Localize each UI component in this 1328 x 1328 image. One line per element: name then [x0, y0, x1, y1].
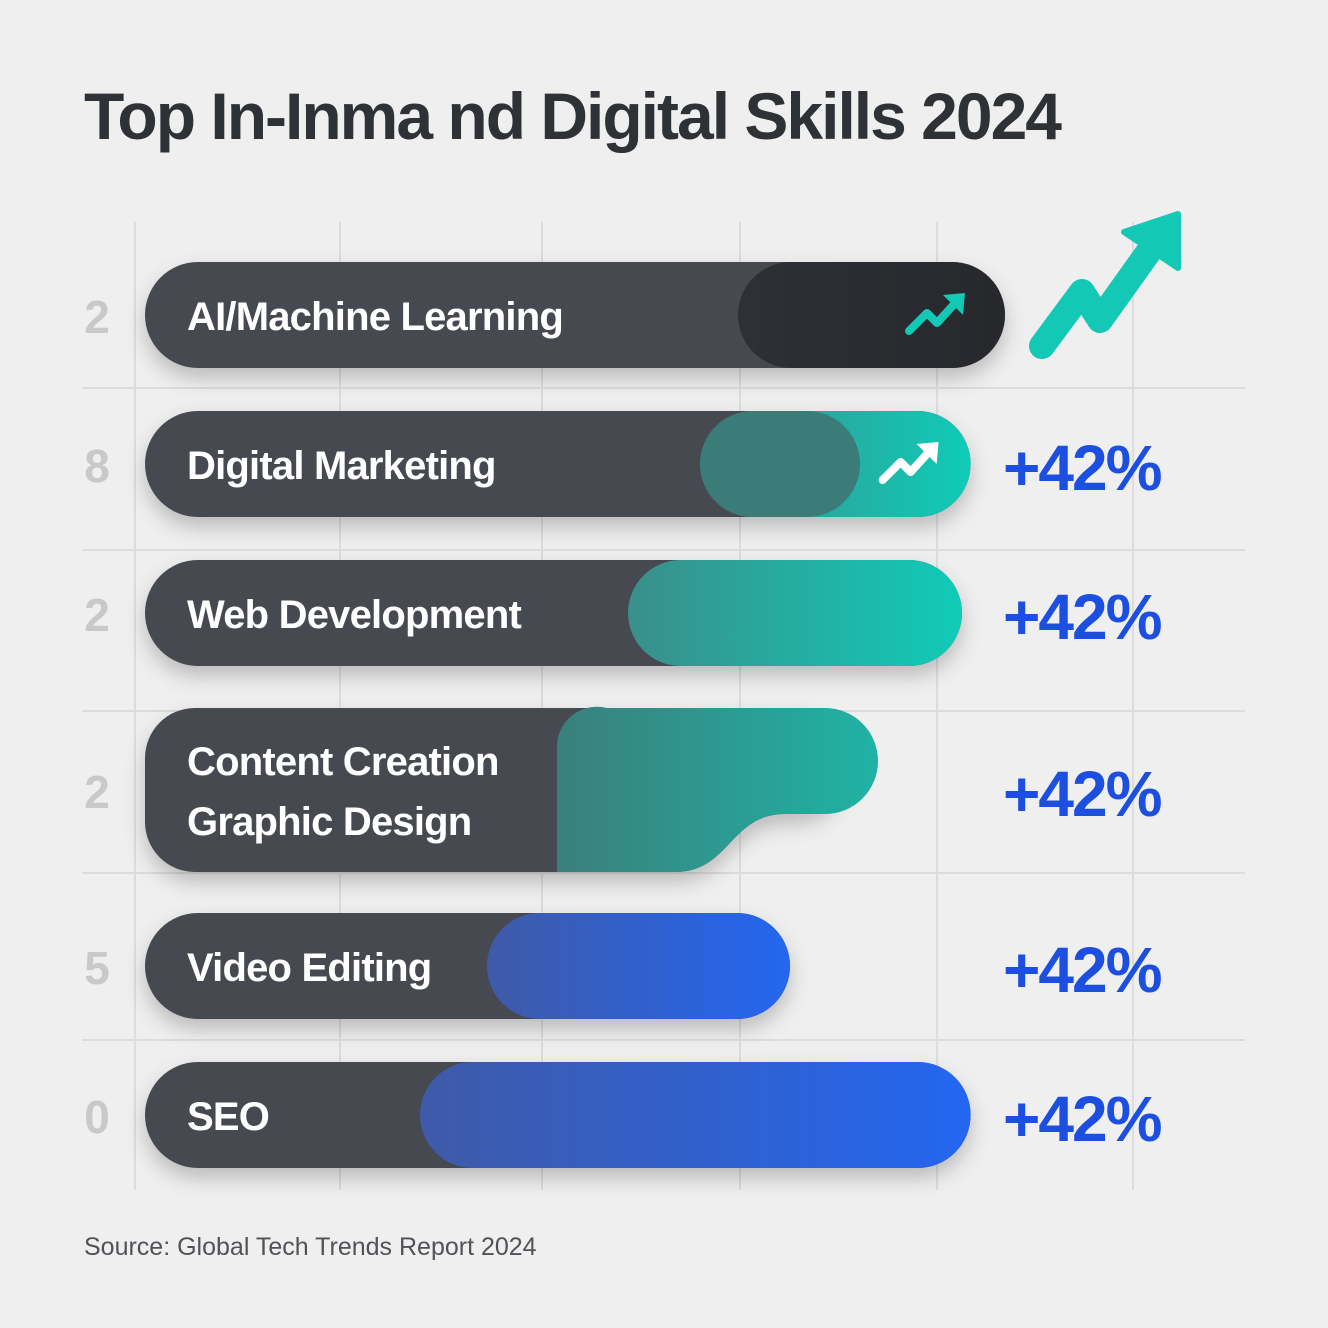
rank-label: 5: [84, 942, 110, 994]
trend-up-icon: [878, 442, 939, 484]
rank-label: 2: [84, 766, 110, 818]
category-label: SEO: [187, 1095, 269, 1139]
trend-up-arrow-icon: [1029, 211, 1181, 359]
value-label: +42%: [1003, 1083, 1162, 1155]
category-label: Graphic Design: [187, 800, 471, 844]
bar-group: 0 SEO +42%: [84, 1062, 1164, 1168]
category-label: Web Development: [187, 593, 521, 637]
value-label: +42%: [1003, 934, 1162, 1006]
category-label: Content Creation: [187, 740, 499, 784]
bar-accent: [556, 706, 878, 872]
bar-group: 2 Content Creation Graphic Design +42%: [84, 706, 1164, 872]
value-label: +42%: [1003, 758, 1162, 830]
chart-title: Top In-Inma nd Digital Skills 2024: [84, 79, 1062, 153]
value-label: +42%: [1003, 581, 1162, 653]
bars: 2 AI/Machine Learning 8 Digital Marketing +4…: [84, 211, 1181, 1168]
value-label: +42%: [1003, 432, 1162, 504]
source-note: Source: Global Tech Trends Report 2024: [84, 1233, 537, 1261]
bar-accent: [738, 262, 1005, 368]
rank-label: 2: [84, 291, 110, 343]
bar-accent-inner: [700, 411, 860, 517]
bar-group: 2 AI/Machine Learning: [84, 262, 1005, 368]
category-label: Digital Marketing: [187, 444, 496, 488]
bar-accent: [628, 560, 962, 666]
category-label: Video Editing: [187, 946, 431, 990]
bar-group: 5 Video Editing +42%: [84, 913, 1164, 1019]
bar-accent: [420, 1062, 971, 1168]
bar-accent: [487, 913, 790, 1019]
rank-label: 2: [84, 589, 110, 641]
rank-label: 0: [84, 1091, 110, 1143]
bar-group: 2 Web Development +42%: [84, 560, 1164, 666]
category-label: AI/Machine Learning: [187, 295, 563, 339]
rank-label: 8: [84, 440, 110, 492]
trend-up-icon: [905, 293, 965, 335]
bar-group: 8 Digital Marketing +42%: [84, 411, 1164, 517]
